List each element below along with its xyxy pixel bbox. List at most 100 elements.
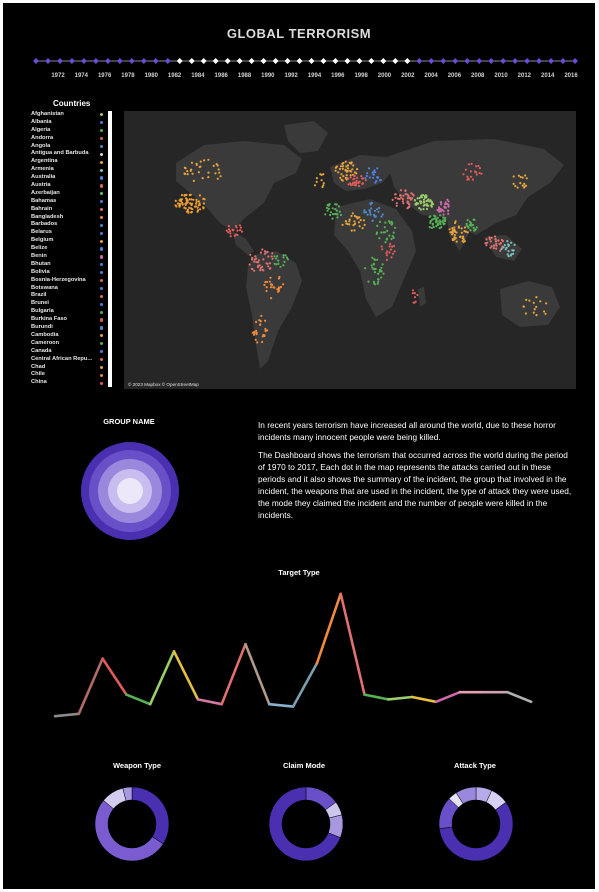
- incident-point[interactable]: [236, 229, 239, 232]
- incident-point[interactable]: [271, 252, 274, 255]
- incident-point[interactable]: [375, 179, 378, 183]
- incident-point[interactable]: [248, 263, 251, 266]
- incident-point[interactable]: [401, 200, 404, 203]
- country-legend-item[interactable]: Brazil: [31, 292, 107, 300]
- incident-point[interactable]: [500, 248, 503, 251]
- incident-point[interactable]: [404, 189, 407, 192]
- incident-point[interactable]: [370, 207, 373, 210]
- timeline-year-marker[interactable]: [416, 58, 423, 64]
- incident-point[interactable]: [357, 221, 361, 224]
- timeline-year-marker[interactable]: [284, 58, 291, 64]
- incident-point[interactable]: [471, 223, 475, 226]
- incident-point[interactable]: [466, 175, 469, 178]
- incident-point[interactable]: [334, 169, 337, 172]
- incident-point[interactable]: [368, 209, 371, 212]
- incident-point[interactable]: [373, 258, 376, 261]
- attack-type-donut[interactable]: [436, 784, 516, 864]
- incident-point[interactable]: [315, 177, 318, 180]
- target-type-point[interactable]: [244, 643, 247, 646]
- incident-point[interactable]: [326, 209, 329, 212]
- incident-point[interactable]: [255, 333, 258, 336]
- incident-point[interactable]: [394, 193, 397, 196]
- incident-point[interactable]: [440, 226, 443, 229]
- incident-point[interactable]: [429, 220, 432, 223]
- country-legend-item[interactable]: Bolivia: [31, 269, 107, 277]
- incident-point[interactable]: [379, 269, 382, 272]
- country-legend-item[interactable]: China: [31, 379, 107, 387]
- incident-point[interactable]: [362, 219, 365, 222]
- incident-point[interactable]: [178, 202, 181, 205]
- incident-point[interactable]: [390, 220, 393, 223]
- incident-point[interactable]: [472, 218, 475, 221]
- incident-point[interactable]: [437, 209, 440, 212]
- incident-point[interactable]: [471, 178, 474, 181]
- incident-point[interactable]: [197, 171, 200, 174]
- incident-point[interactable]: [267, 255, 270, 258]
- incident-point[interactable]: [179, 198, 182, 201]
- timeline-year-marker[interactable]: [224, 58, 231, 64]
- incident-point[interactable]: [346, 222, 349, 226]
- world-map-canvas[interactable]: [124, 111, 576, 389]
- incident-point[interactable]: [512, 175, 515, 178]
- incident-point[interactable]: [444, 206, 447, 209]
- incident-point[interactable]: [196, 206, 199, 209]
- incident-point[interactable]: [380, 215, 383, 218]
- incident-point[interactable]: [186, 173, 189, 176]
- incident-point[interactable]: [186, 170, 189, 173]
- incident-point[interactable]: [512, 252, 515, 255]
- incident-point[interactable]: [238, 224, 241, 227]
- incident-point[interactable]: [510, 253, 513, 256]
- country-legend-item[interactable]: Burkina Faso: [31, 316, 107, 324]
- incident-point[interactable]: [255, 329, 258, 332]
- incident-point[interactable]: [334, 166, 337, 169]
- target-type-point[interactable]: [506, 691, 509, 694]
- incident-point[interactable]: [406, 207, 409, 210]
- incident-point[interactable]: [354, 222, 357, 225]
- incident-point[interactable]: [275, 263, 278, 266]
- incident-point[interactable]: [517, 174, 520, 177]
- incident-point[interactable]: [201, 177, 204, 180]
- timeline-year-marker[interactable]: [548, 58, 555, 64]
- incident-point[interactable]: [467, 163, 470, 166]
- country-legend-item[interactable]: Australia: [31, 174, 107, 182]
- incident-point[interactable]: [442, 216, 445, 219]
- target-type-segment[interactable]: [291, 662, 319, 708]
- incident-point[interactable]: [383, 226, 386, 229]
- incident-point[interactable]: [202, 197, 205, 200]
- incident-point[interactable]: [283, 260, 286, 263]
- incident-point[interactable]: [347, 177, 350, 180]
- target-type-segment[interactable]: [125, 693, 152, 706]
- incident-point[interactable]: [410, 192, 413, 195]
- incident-point[interactable]: [466, 225, 470, 228]
- incident-point[interactable]: [259, 251, 262, 254]
- incident-point[interactable]: [361, 182, 364, 185]
- incident-point[interactable]: [263, 334, 266, 337]
- country-legend-item[interactable]: Bahrain: [31, 206, 107, 214]
- incident-point[interactable]: [466, 231, 469, 234]
- target-type-segment[interactable]: [315, 592, 343, 665]
- timeline-year-marker[interactable]: [428, 58, 435, 64]
- incident-point[interactable]: [358, 225, 361, 228]
- incident-point[interactable]: [273, 286, 276, 289]
- country-legend-item[interactable]: Belgium: [31, 237, 107, 245]
- incident-point[interactable]: [174, 199, 177, 202]
- timeline-year-marker[interactable]: [104, 58, 111, 64]
- incident-point[interactable]: [255, 320, 258, 324]
- incident-point[interactable]: [351, 168, 354, 171]
- incident-point[interactable]: [196, 209, 200, 212]
- incident-point[interactable]: [453, 226, 456, 229]
- incident-point[interactable]: [320, 179, 323, 182]
- incident-point[interactable]: [269, 286, 273, 289]
- incident-point[interactable]: [377, 278, 380, 281]
- incident-point[interactable]: [411, 292, 414, 295]
- incident-point[interactable]: [342, 175, 345, 178]
- incident-point[interactable]: [447, 209, 450, 212]
- target-type-segment[interactable]: [220, 642, 247, 706]
- incident-point[interactable]: [422, 198, 425, 201]
- target-type-point[interactable]: [101, 657, 104, 660]
- timeline-year-marker[interactable]: [296, 58, 303, 64]
- incident-point[interactable]: [381, 213, 384, 216]
- incident-point[interactable]: [406, 193, 409, 196]
- incident-point[interactable]: [240, 230, 244, 233]
- incident-point[interactable]: [441, 220, 444, 223]
